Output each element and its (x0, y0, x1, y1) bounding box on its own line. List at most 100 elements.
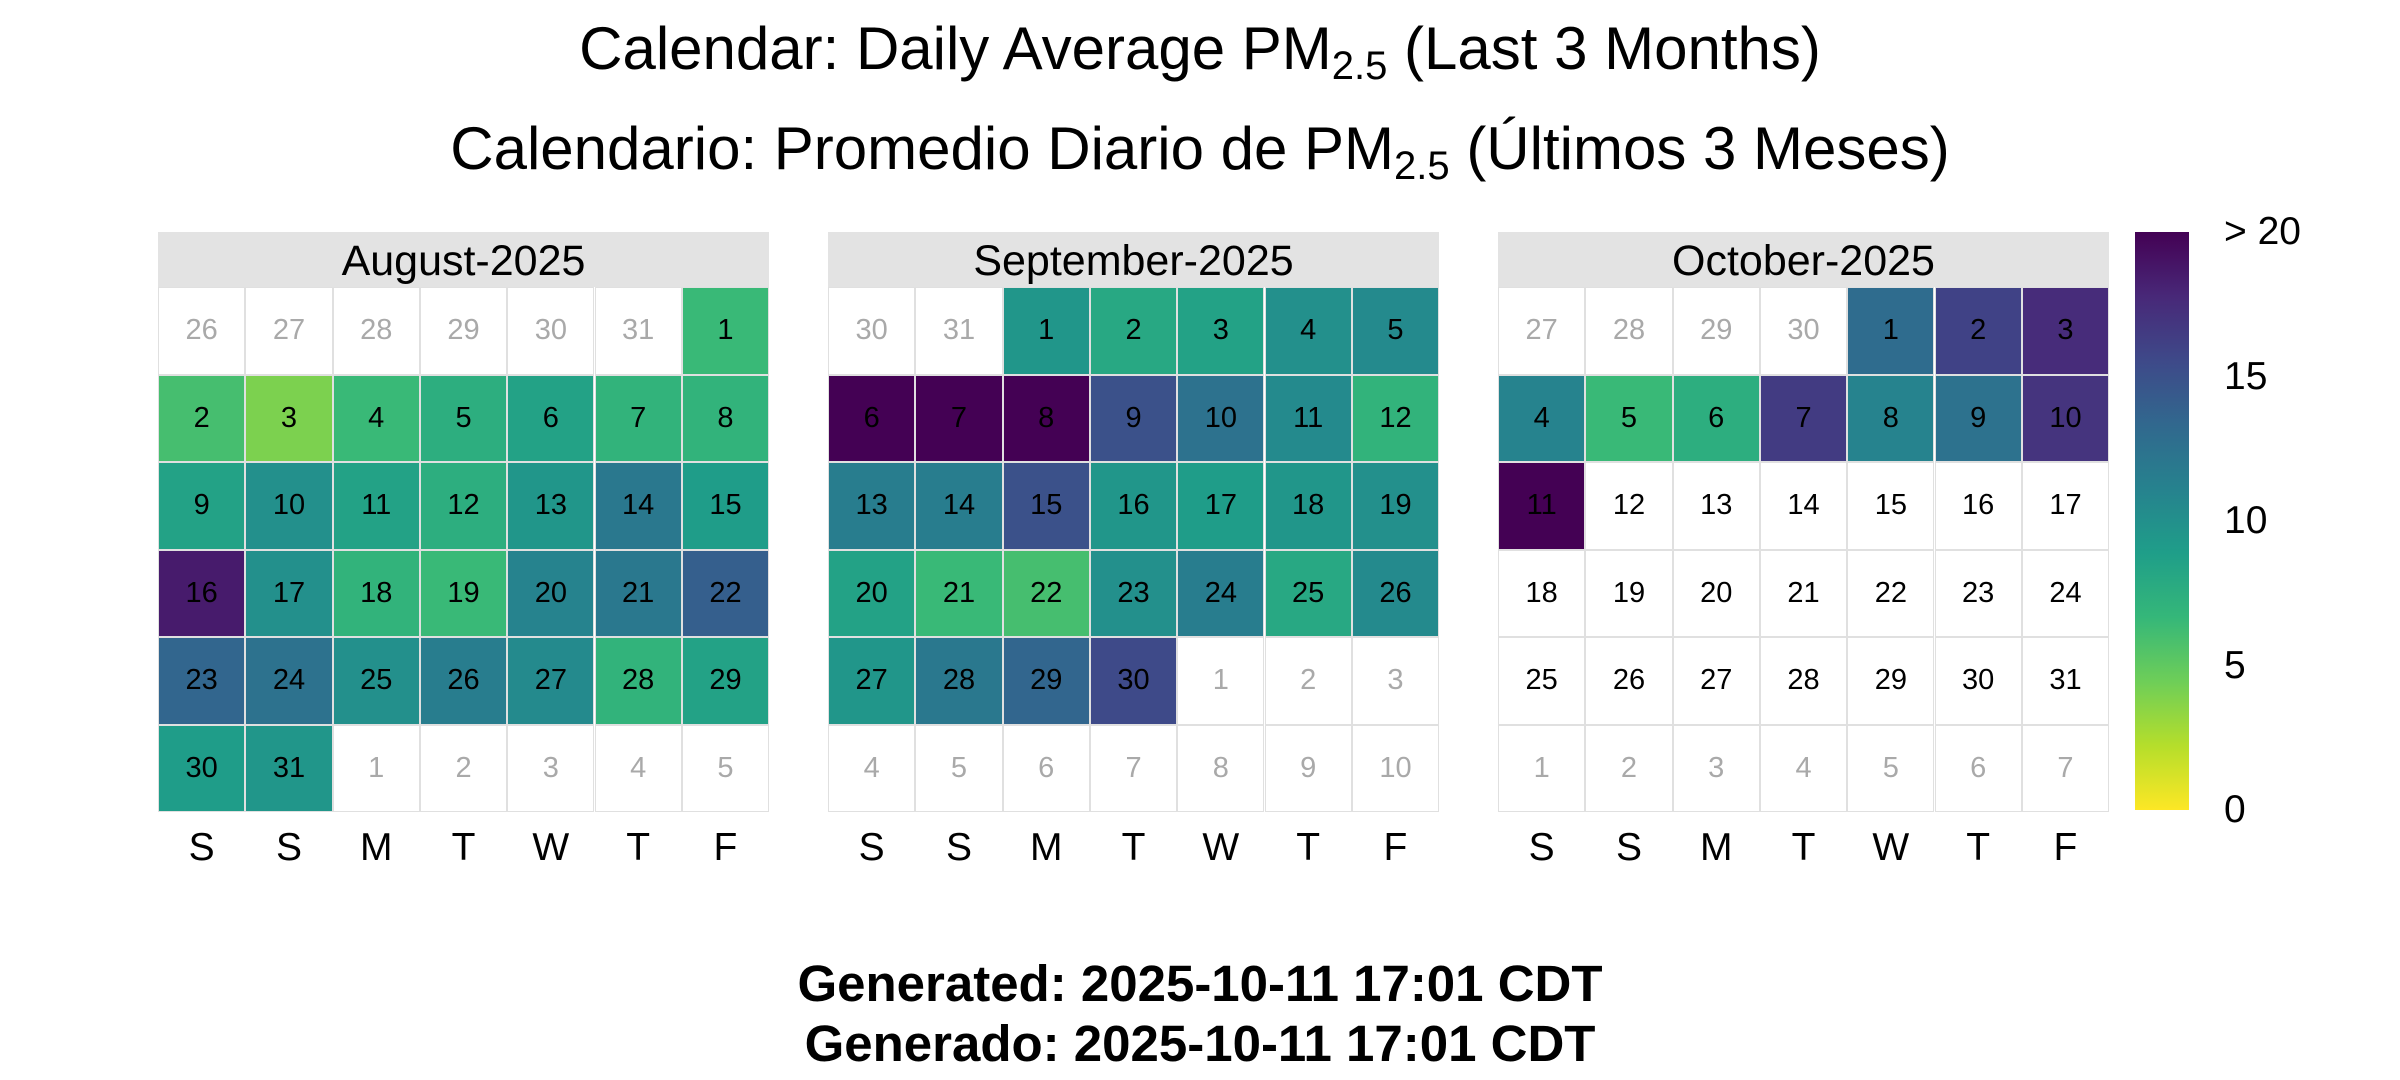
day-cell-outside-month: 27 (1498, 287, 1586, 375)
day-cell-outside-month: 3 (1672, 724, 1760, 812)
weekday-label: S (945, 826, 972, 869)
title-en-suffix: (Last 3 Months) (1387, 15, 1821, 82)
day-cell: 18 (1264, 462, 1352, 550)
day-cell: 2 (1089, 287, 1178, 375)
day-cell-no-data: 24 (2021, 549, 2110, 637)
generated-timestamp-english: Generated: 2025-10-11 17:01 CDT (797, 955, 1603, 1012)
weekday-label: T (1121, 826, 1146, 869)
day-cell: 29 (681, 637, 770, 725)
day-cell: 4 (1264, 287, 1352, 375)
day-cell-outside-month: 10 (1351, 724, 1440, 812)
day-cell: 7 (1759, 374, 1848, 462)
day-cell-outside-month: 5 (1847, 724, 1935, 812)
day-cell-no-data: 30 (1934, 637, 2022, 725)
day-cell: 19 (1351, 462, 1440, 550)
month-panel: October-2025 27 28 29 30 1 2 3 4 5 6 7 8 9 10 11 12 13 14 1… (1498, 232, 2110, 812)
title-en-prefix: Calendar: Daily Average PM (579, 15, 1332, 82)
weekday-label: M (1699, 826, 1733, 869)
month-grid: 27 28 29 30 1 2 3 4 5 6 7 8 9 10 11 12 13 14 15 16 17 18 19 20 2… (1498, 287, 2110, 812)
title-es-subscript: 2.5 (1394, 144, 1450, 188)
day-cell-no-data: 21 (1759, 549, 1848, 637)
day-cell-outside-month: 2 (1264, 637, 1352, 725)
day-cell: 8 (1002, 374, 1090, 462)
day-cell-no-data: 23 (1934, 549, 2022, 637)
day-cell: 27 (828, 637, 916, 725)
month-grid: 26 27 28 29 30 31 1 2 3 4 5 6 7 8 9 10 11 12 13 14 15 16 17 18 1… (158, 287, 770, 812)
day-cell-outside-month: 30 (1759, 287, 1848, 375)
day-cell: 13 (507, 462, 595, 550)
day-cell: 9 (158, 462, 246, 550)
weekday-label: T (451, 826, 476, 869)
weekday-label: F (2053, 826, 2078, 869)
day-cell-outside-month: 5 (681, 724, 770, 812)
weekday-label: M (359, 826, 393, 869)
weekday-label: T (1791, 826, 1816, 869)
chart-title-spanish: Calendario: Promedio Diario de PM2.5 (Úl… (0, 114, 2400, 186)
day-cell: 9 (1934, 374, 2022, 462)
day-cell: 17 (245, 549, 333, 637)
day-cell: 14 (594, 462, 682, 550)
day-cell: 10 (245, 462, 333, 550)
day-cell-outside-month: 7 (1089, 724, 1178, 812)
day-cell-no-data: 13 (1672, 462, 1760, 550)
day-cell: 7 (594, 374, 682, 462)
day-cell: 26 (419, 637, 508, 725)
day-cell-no-data: 12 (1585, 462, 1673, 550)
day-cell: 12 (1351, 374, 1440, 462)
day-cell: 6 (1672, 374, 1760, 462)
day-cell: 7 (915, 374, 1003, 462)
month-panel: September-2025 30 31 1 2 3 4 5 6 7 8 9 10 11 12 13 14 15 1… (828, 232, 1440, 812)
day-cell: 6 (828, 374, 916, 462)
day-cell: 23 (1089, 549, 1178, 637)
weekday-label: W (532, 826, 570, 869)
day-cell: 16 (158, 549, 246, 637)
weekday-label: F (1383, 826, 1408, 869)
legend-tick-label: 0 (2224, 788, 2246, 831)
day-cell-no-data: 15 (1847, 462, 1935, 550)
day-cell: 5 (419, 374, 508, 462)
day-cell: 24 (1177, 549, 1265, 637)
day-cell-no-data: 16 (1934, 462, 2022, 550)
generated-timestamp-spanish: Generado: 2025-10-11 17:01 CDT (804, 1015, 1596, 1072)
day-cell-outside-month: 26 (158, 287, 246, 375)
day-cell: 30 (1089, 637, 1178, 725)
day-cell: 25 (1264, 549, 1352, 637)
day-cell: 30 (158, 724, 246, 812)
day-cell-outside-month: 2 (419, 724, 508, 812)
day-cell: 11 (332, 462, 420, 550)
day-cell-outside-month: 29 (1672, 287, 1760, 375)
weekday-label: T (1296, 826, 1321, 869)
day-cell: 3 (1177, 287, 1265, 375)
day-cell-outside-month: 7 (2021, 724, 2110, 812)
day-cell: 1 (1847, 287, 1935, 375)
day-cell: 3 (2021, 287, 2110, 375)
day-cell: 11 (1264, 374, 1352, 462)
day-cell-no-data: 22 (1847, 549, 1935, 637)
day-cell-outside-month: 5 (915, 724, 1003, 812)
day-cell-outside-month: 3 (1351, 637, 1440, 725)
day-cell-outside-month: 6 (1002, 724, 1090, 812)
day-cell-no-data: 20 (1672, 549, 1760, 637)
day-cell: 15 (1002, 462, 1090, 550)
day-cell: 5 (1351, 287, 1440, 375)
month-header: August-2025 (158, 232, 769, 287)
weekday-label: T (626, 826, 651, 869)
day-cell: 4 (332, 374, 420, 462)
legend-tick-label: > 20 (2224, 210, 2301, 253)
day-cell: 10 (2021, 374, 2110, 462)
legend-tick-label: 5 (2224, 643, 2246, 687)
legend-tick-label: 10 (2224, 499, 2268, 542)
day-cell: 20 (828, 549, 916, 637)
day-cell-outside-month: 4 (1759, 724, 1848, 812)
weekday-label: T (1966, 826, 1991, 869)
day-cell-no-data: 18 (1498, 549, 1586, 637)
month-header: September-2025 (828, 232, 1439, 287)
day-cell: 28 (594, 637, 682, 725)
day-cell-outside-month: 28 (1585, 287, 1673, 375)
legend-tick-label: 15 (2224, 354, 2268, 398)
day-cell: 26 (1351, 549, 1440, 637)
day-cell-no-data: 31 (2021, 637, 2110, 725)
day-cell-outside-month: 30 (828, 287, 916, 375)
title-en-subscript: 2.5 (1331, 44, 1388, 88)
day-cell: 1 (1002, 287, 1090, 375)
